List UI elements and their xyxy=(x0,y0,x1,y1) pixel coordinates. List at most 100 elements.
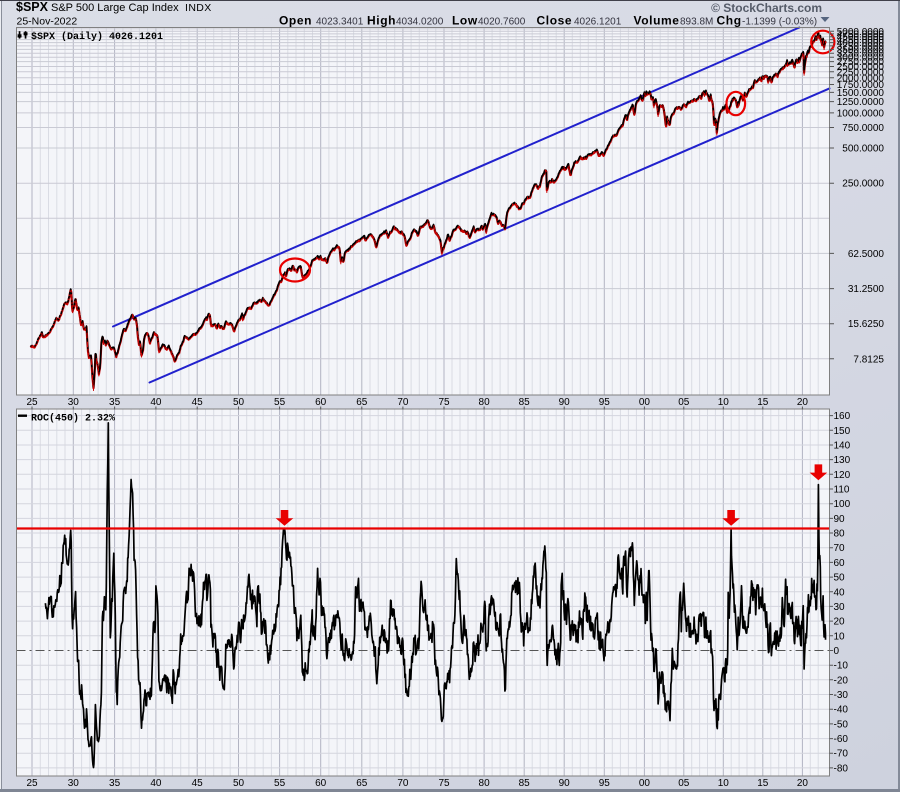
svg-text:55: 55 xyxy=(274,397,286,408)
svg-text:Close: Close xyxy=(537,14,573,28)
svg-text:-60: -60 xyxy=(834,734,849,745)
svg-text:85: 85 xyxy=(519,778,531,789)
svg-text:90: 90 xyxy=(559,778,571,789)
svg-text:120: 120 xyxy=(834,470,851,481)
svg-text:70: 70 xyxy=(397,778,409,789)
svg-text:500.0000: 500.0000 xyxy=(842,144,884,155)
svg-text:© StockCharts.com: © StockCharts.com xyxy=(711,1,822,15)
svg-text:10: 10 xyxy=(718,397,730,408)
svg-text:4500.0000: 4500.0000 xyxy=(837,32,885,43)
svg-text:4023.3401: 4023.3401 xyxy=(316,17,364,28)
svg-text:90: 90 xyxy=(559,397,571,408)
svg-text:45: 45 xyxy=(192,397,204,408)
svg-text:2250.0000: 2250.0000 xyxy=(837,67,885,78)
svg-text:Open: Open xyxy=(279,14,312,28)
svg-text:1250.0000: 1250.0000 xyxy=(837,97,885,108)
svg-text:4750.0000: 4750.0000 xyxy=(837,29,885,40)
svg-text:1750.0000: 1750.0000 xyxy=(837,80,885,91)
svg-text:750.0000: 750.0000 xyxy=(842,123,884,134)
svg-text:3750.0000: 3750.0000 xyxy=(837,41,885,52)
svg-text:00: 00 xyxy=(639,778,651,789)
svg-text:$SPX (Daily) 4026.1201: $SPX (Daily) 4026.1201 xyxy=(31,31,163,43)
svg-text:60: 60 xyxy=(315,778,327,789)
svg-text:-20: -20 xyxy=(834,675,849,686)
svg-text:95: 95 xyxy=(599,397,611,408)
svg-text:15.6250: 15.6250 xyxy=(848,319,885,330)
svg-text:250.0000: 250.0000 xyxy=(842,179,884,190)
svg-text:140: 140 xyxy=(834,441,851,452)
svg-text:15: 15 xyxy=(757,778,769,789)
svg-text:35: 35 xyxy=(109,778,121,789)
svg-text:65: 65 xyxy=(356,778,368,789)
svg-text:2000.0000: 2000.0000 xyxy=(837,73,885,84)
svg-text:893.8M: 893.8M xyxy=(680,17,713,28)
svg-text:4034.0200: 4034.0200 xyxy=(396,17,444,28)
svg-text:4020.7600: 4020.7600 xyxy=(478,17,526,28)
svg-text:110: 110 xyxy=(834,485,850,496)
svg-text:90: 90 xyxy=(834,514,846,525)
svg-text:35: 35 xyxy=(109,397,121,408)
svg-text:10: 10 xyxy=(834,631,846,642)
svg-text:45: 45 xyxy=(192,778,204,789)
svg-text:$SPX: $SPX xyxy=(16,0,49,14)
svg-text:40: 40 xyxy=(150,397,162,408)
svg-text:30: 30 xyxy=(68,778,80,789)
svg-text:55: 55 xyxy=(274,778,286,789)
svg-text:25: 25 xyxy=(26,397,38,408)
svg-text:25: 25 xyxy=(26,778,38,789)
svg-text:70: 70 xyxy=(834,543,846,554)
svg-text:1000.0000: 1000.0000 xyxy=(837,108,885,119)
svg-text:-70: -70 xyxy=(834,749,849,760)
svg-text:130: 130 xyxy=(834,455,851,466)
svg-text:60: 60 xyxy=(315,397,327,408)
svg-text:20: 20 xyxy=(797,397,809,408)
svg-text:-1.1399 (-0.03%): -1.1399 (-0.03%) xyxy=(742,17,817,28)
svg-text:4026.1201: 4026.1201 xyxy=(574,17,622,28)
svg-text:05: 05 xyxy=(678,397,690,408)
svg-text:0: 0 xyxy=(834,646,840,657)
svg-text:00: 00 xyxy=(639,397,651,408)
svg-text:-30: -30 xyxy=(834,690,849,701)
svg-text:31.2500: 31.2500 xyxy=(848,284,885,295)
svg-text:95: 95 xyxy=(599,778,611,789)
svg-text:40: 40 xyxy=(834,587,846,598)
svg-text:80: 80 xyxy=(479,397,491,408)
svg-text:3500.0000: 3500.0000 xyxy=(837,45,885,56)
svg-text:Volume: Volume xyxy=(634,14,680,28)
svg-text:30: 30 xyxy=(68,397,80,408)
svg-text:30: 30 xyxy=(834,602,846,613)
svg-text:50: 50 xyxy=(233,778,245,789)
svg-text:-40: -40 xyxy=(834,705,849,716)
svg-text:1500.0000: 1500.0000 xyxy=(837,88,885,99)
svg-text:2750.0000: 2750.0000 xyxy=(837,57,885,68)
svg-text:20: 20 xyxy=(834,617,846,628)
svg-text:3000.0000: 3000.0000 xyxy=(837,53,885,64)
svg-text:-80: -80 xyxy=(834,763,849,774)
svg-text:85: 85 xyxy=(519,397,531,408)
svg-text:3250.0000: 3250.0000 xyxy=(837,49,885,60)
svg-text:2500.0000: 2500.0000 xyxy=(837,62,885,73)
svg-text:50: 50 xyxy=(233,397,245,408)
svg-text:Chg: Chg xyxy=(717,14,742,28)
svg-text:150: 150 xyxy=(834,426,851,437)
svg-text:05: 05 xyxy=(678,778,690,789)
svg-text:-50: -50 xyxy=(834,719,849,730)
svg-text:60: 60 xyxy=(834,558,846,569)
svg-text:5000.0000: 5000.0000 xyxy=(837,27,885,38)
svg-text:20: 20 xyxy=(797,778,809,789)
svg-text:100: 100 xyxy=(834,499,851,510)
svg-text:High: High xyxy=(367,14,396,28)
svg-text:50: 50 xyxy=(834,573,846,584)
svg-text:62.5000: 62.5000 xyxy=(848,249,885,260)
svg-text:-10: -10 xyxy=(834,661,849,672)
svg-text:S&P 500 Large Cap Index: S&P 500 Large Cap Index xyxy=(51,2,179,14)
svg-text:70: 70 xyxy=(397,397,409,408)
svg-text:160: 160 xyxy=(834,411,851,422)
svg-text:4000.0000: 4000.0000 xyxy=(837,38,885,49)
svg-text:75: 75 xyxy=(438,397,450,408)
svg-text:80: 80 xyxy=(834,529,846,540)
svg-text:25-Nov-2022: 25-Nov-2022 xyxy=(17,16,78,28)
svg-text:40: 40 xyxy=(150,778,162,789)
svg-text:80: 80 xyxy=(479,778,491,789)
svg-text:65: 65 xyxy=(356,397,368,408)
